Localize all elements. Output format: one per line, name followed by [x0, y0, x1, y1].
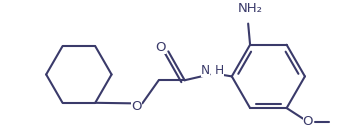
Text: N: N — [201, 64, 210, 77]
Text: O: O — [131, 100, 142, 113]
Text: O: O — [303, 115, 313, 128]
Text: O: O — [155, 41, 166, 54]
Text: NH₂: NH₂ — [238, 2, 263, 15]
Text: H: H — [215, 64, 224, 77]
